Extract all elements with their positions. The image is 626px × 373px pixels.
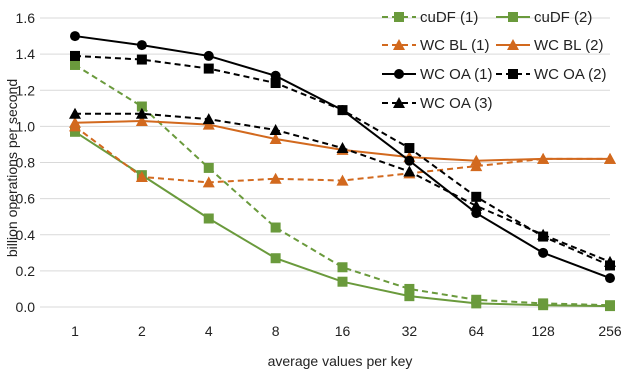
series-layer bbox=[69, 31, 616, 312]
data-point bbox=[470, 199, 483, 211]
data-point bbox=[604, 152, 616, 164]
y-tick-labels: 0.0 0.2 0.4 0.6 0.8 1.0 1.2 1.4 1.6 bbox=[16, 10, 36, 315]
legend-marker bbox=[394, 69, 404, 79]
legend-entry: WC BL (2) bbox=[496, 37, 603, 54]
data-point bbox=[604, 255, 616, 267]
data-point bbox=[69, 116, 81, 128]
data-point bbox=[537, 228, 550, 240]
series-wc-oa-3 bbox=[69, 107, 616, 267]
data-point bbox=[269, 123, 282, 135]
series-wc-bl-2 bbox=[69, 114, 616, 166]
data-point bbox=[202, 113, 215, 125]
series-wc-oa-2 bbox=[70, 50, 615, 271]
data-point bbox=[135, 114, 148, 126]
legend-entry: WC BL (1) bbox=[382, 37, 489, 54]
x-tick-label: 64 bbox=[468, 323, 484, 339]
y-tick-label: 0.0 bbox=[16, 299, 36, 315]
legend-label: WC OA (1) bbox=[420, 66, 493, 83]
data-point bbox=[471, 298, 482, 309]
x-axis-label: average values per key bbox=[268, 353, 413, 369]
y-tick-label: 1.2 bbox=[16, 82, 36, 98]
data-point bbox=[203, 50, 214, 61]
data-point bbox=[471, 191, 482, 202]
x-tick-label: 4 bbox=[205, 323, 213, 339]
data-point bbox=[69, 107, 81, 119]
data-point bbox=[136, 54, 147, 65]
data-point bbox=[404, 291, 415, 302]
data-point bbox=[538, 300, 549, 311]
data-point bbox=[605, 273, 615, 284]
data-point bbox=[136, 40, 147, 51]
legend-label: WC BL (1) bbox=[420, 37, 489, 54]
data-point bbox=[403, 165, 416, 177]
y-tick-label: 0.6 bbox=[16, 191, 36, 207]
legend: cuDF (1) cuDF (2) WC BL (1) WC BL (2) WC OA … bbox=[382, 9, 607, 112]
series-line bbox=[74, 35, 611, 280]
data-point bbox=[135, 170, 148, 182]
y-tick-label: 0.8 bbox=[16, 155, 36, 171]
y-tick-label: 1.6 bbox=[16, 10, 36, 26]
y-tick-label: 1.0 bbox=[16, 118, 36, 134]
x-tick-label: 256 bbox=[598, 323, 622, 339]
data-point bbox=[203, 162, 214, 173]
y-axis-label: billion operations per second bbox=[4, 79, 20, 257]
data-point bbox=[270, 222, 281, 233]
gridlines bbox=[40, 17, 610, 308]
data-point bbox=[404, 155, 415, 166]
x-tick-label: 128 bbox=[531, 323, 555, 339]
legend-label: cuDF (1) bbox=[420, 9, 478, 26]
data-point bbox=[470, 154, 483, 166]
legend-entry: WC OA (2) bbox=[496, 66, 607, 83]
data-point bbox=[70, 50, 80, 61]
data-point bbox=[336, 174, 349, 186]
data-point bbox=[337, 105, 348, 116]
data-point bbox=[404, 143, 415, 154]
x-tick-label: 8 bbox=[272, 323, 280, 339]
legend-label: WC OA (2) bbox=[534, 66, 607, 83]
series-line bbox=[75, 112, 611, 263]
data-point bbox=[270, 253, 281, 264]
legend-label: WC OA (3) bbox=[420, 95, 493, 112]
legend-label: WC BL (2) bbox=[534, 37, 603, 54]
data-point bbox=[269, 133, 282, 145]
data-point bbox=[70, 126, 80, 137]
y-tick-label: 0.4 bbox=[16, 227, 36, 243]
legend-marker bbox=[394, 12, 404, 22]
x-tick-labels: 1 2 4 8 16 32 64 128 256 bbox=[71, 323, 622, 339]
data-point bbox=[202, 176, 215, 188]
data-point bbox=[70, 31, 80, 42]
legend-entry: cuDF (2) bbox=[496, 9, 592, 26]
legend-entry: WC OA (1) bbox=[382, 66, 493, 83]
data-point bbox=[605, 301, 615, 312]
data-point bbox=[136, 101, 147, 112]
legend-marker bbox=[508, 69, 518, 79]
data-point bbox=[537, 152, 550, 164]
x-tick-label: 16 bbox=[335, 323, 351, 339]
legend-entry: cuDF (1) bbox=[382, 9, 478, 26]
data-point bbox=[203, 213, 214, 224]
data-point bbox=[337, 276, 348, 287]
data-point bbox=[404, 283, 415, 294]
data-point bbox=[70, 59, 80, 70]
legend-marker bbox=[507, 39, 519, 50]
data-point bbox=[269, 172, 282, 184]
data-point bbox=[135, 107, 148, 119]
x-tick-label: 32 bbox=[402, 323, 418, 339]
legend-marker bbox=[393, 97, 405, 108]
legend-entry: WC OA (3) bbox=[382, 95, 493, 112]
legend-marker bbox=[393, 39, 405, 50]
data-point bbox=[270, 78, 281, 89]
data-point bbox=[337, 262, 348, 273]
x-tick-label: 1 bbox=[71, 323, 79, 339]
y-tick-label: 1.4 bbox=[16, 46, 36, 62]
legend-marker bbox=[508, 12, 518, 22]
y-tick-label: 0.2 bbox=[16, 263, 36, 279]
data-point bbox=[336, 142, 349, 154]
legend-label: cuDF (2) bbox=[534, 9, 592, 26]
data-point bbox=[203, 63, 214, 74]
data-point bbox=[538, 247, 549, 258]
x-tick-label: 2 bbox=[138, 323, 146, 339]
